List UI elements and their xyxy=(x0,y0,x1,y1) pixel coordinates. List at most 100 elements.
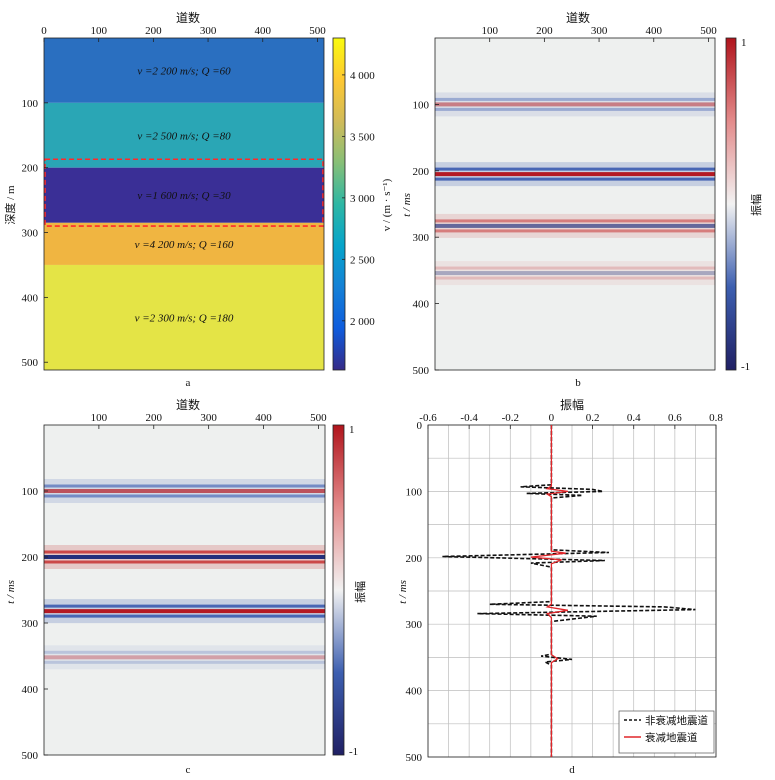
colorbar-tick-label: 4 000 xyxy=(350,70,375,82)
event-4 xyxy=(435,261,715,286)
event-2 xyxy=(44,545,325,569)
colorbar-tick-label: 3 500 xyxy=(350,131,375,143)
event-peak xyxy=(44,609,325,614)
legend-entry-label: 衰减地震道 xyxy=(645,731,698,744)
y-tick-label: 100 xyxy=(22,98,39,110)
panel-a-ylabel: 深度 / m xyxy=(3,185,17,225)
unattenuated-trace-line xyxy=(442,425,696,757)
legend-entry-label: 非衰减地震道 xyxy=(645,714,708,727)
y-tick-label: 500 xyxy=(22,750,39,762)
y-tick-label: 400 xyxy=(22,684,39,696)
panel-c-attenuated-section: 道数 t / ms c 振幅 100 200 300 400 500 100 200 300 4… xyxy=(5,397,367,776)
panel-b-background xyxy=(435,38,715,370)
y-tick-label: 100 xyxy=(22,486,39,498)
y-tick-label: 300 xyxy=(406,619,423,631)
panel-b-label: b xyxy=(575,377,581,389)
event-3 xyxy=(44,599,325,624)
colorbar-tick-label: 1 xyxy=(349,424,355,436)
layer-5 xyxy=(44,264,324,370)
x-tick-label: 400 xyxy=(646,25,663,37)
colorbar-tick-label: 2 500 xyxy=(350,254,375,266)
panel-c-background xyxy=(44,425,325,755)
x-tick-label: 300 xyxy=(200,25,217,37)
colorbar-tick-label: -1 xyxy=(349,746,358,758)
event-sidelobe-upper xyxy=(44,604,325,608)
layer-2 xyxy=(44,102,324,168)
event-peak xyxy=(44,555,325,559)
panel-a-colorbar xyxy=(332,37,346,371)
event-sidelobe-lower xyxy=(435,229,715,233)
panel-c-colorbar xyxy=(332,424,345,756)
panel-d-title: 振幅 xyxy=(560,397,584,412)
attenuated-trace-line xyxy=(530,425,569,757)
layer-5-label: v =2 300 m/s; Q =180 xyxy=(135,312,234,324)
panel-c-colorbar-label: 振幅 xyxy=(353,581,367,603)
colorbar-tick-label: 1 xyxy=(741,37,747,49)
panel-a-frame xyxy=(43,37,325,371)
panel-d-label: d xyxy=(569,764,575,776)
event-peak xyxy=(435,223,715,228)
event-peak xyxy=(435,172,715,177)
x-tick-label: 500 xyxy=(310,412,327,424)
event-sidelobe-lower xyxy=(435,276,715,280)
panel-c-frame xyxy=(43,424,326,756)
panel-b-ylabel: t / ms xyxy=(401,193,413,217)
x-tick-label: 0.8 xyxy=(709,412,723,424)
panel-c-label: c xyxy=(186,764,191,776)
event-2 xyxy=(435,162,715,187)
x-tick-label: 500 xyxy=(309,25,326,37)
panel-b-colorbar xyxy=(725,37,737,371)
event-peak xyxy=(44,489,325,493)
y-tick-label: 100 xyxy=(406,486,423,498)
event-sidelobe-upper xyxy=(435,167,715,171)
event-peak xyxy=(435,102,715,107)
layer-4 xyxy=(44,222,324,265)
x-tick-label: 500 xyxy=(700,25,717,37)
colorbar-tick-label: -1 xyxy=(741,361,750,373)
event-sidelobe-lower xyxy=(44,560,325,564)
x-tick-label: 300 xyxy=(200,412,217,424)
event-sidelobe-upper xyxy=(44,650,325,654)
target-zone-dashed-box xyxy=(44,158,324,227)
layer-1 xyxy=(44,38,324,103)
y-tick-label: 300 xyxy=(22,618,39,630)
x-tick-label: 100 xyxy=(91,412,108,424)
panel-b-title: 道数 xyxy=(566,10,590,25)
x-tick-label: 0.4 xyxy=(627,412,641,424)
colorbar-tick-label: 3 000 xyxy=(350,193,375,205)
panel-a-colorbar-label: v / (m · s⁻¹) xyxy=(381,178,393,231)
y-tick-label: 400 xyxy=(22,292,39,304)
y-tick-label: 500 xyxy=(22,357,39,369)
event-1 xyxy=(44,479,325,503)
panel-b-frame xyxy=(434,37,716,371)
event-sidelobe-lower xyxy=(44,494,325,498)
x-tick-label: -0.2 xyxy=(502,412,519,424)
y-tick-label: 0 xyxy=(417,420,423,432)
event-sidelobe-lower xyxy=(435,107,715,111)
panel-b-colorbar-label: 振幅 xyxy=(749,194,763,216)
colorbar-tick-label: 2 000 xyxy=(350,316,375,328)
event-sidelobe-upper xyxy=(44,550,325,554)
layer-3-label: v =1 600 m/s; Q =30 xyxy=(137,190,231,202)
event-1 xyxy=(435,92,715,117)
y-tick-label: 200 xyxy=(406,553,423,565)
y-tick-label: 300 xyxy=(413,232,430,244)
event-peak xyxy=(435,271,715,276)
x-tick-label: 100 xyxy=(90,25,107,37)
panel-d-trace-comparison: 振幅 t / ms d -0.6 -0.4 -0.2 0 0.2 0.4 0.6 0.8 0 10… xyxy=(397,397,723,776)
x-tick-label: 200 xyxy=(146,412,163,424)
event-sidelobe-upper xyxy=(435,266,715,270)
y-tick-label: 100 xyxy=(413,99,430,111)
x-tick-label: 200 xyxy=(536,25,553,37)
panel-d-frame xyxy=(427,424,717,758)
legend-box xyxy=(618,710,715,754)
x-tick-label: 200 xyxy=(145,25,162,37)
event-sidelobe-lower xyxy=(435,177,715,181)
panel-a-label: a xyxy=(186,377,191,389)
y-tick-label: 400 xyxy=(406,686,423,698)
y-tick-label: 300 xyxy=(22,228,39,240)
panel-a-title: 道数 xyxy=(176,10,200,25)
layer-2-label: v =2 500 m/s; Q =80 xyxy=(137,130,231,142)
